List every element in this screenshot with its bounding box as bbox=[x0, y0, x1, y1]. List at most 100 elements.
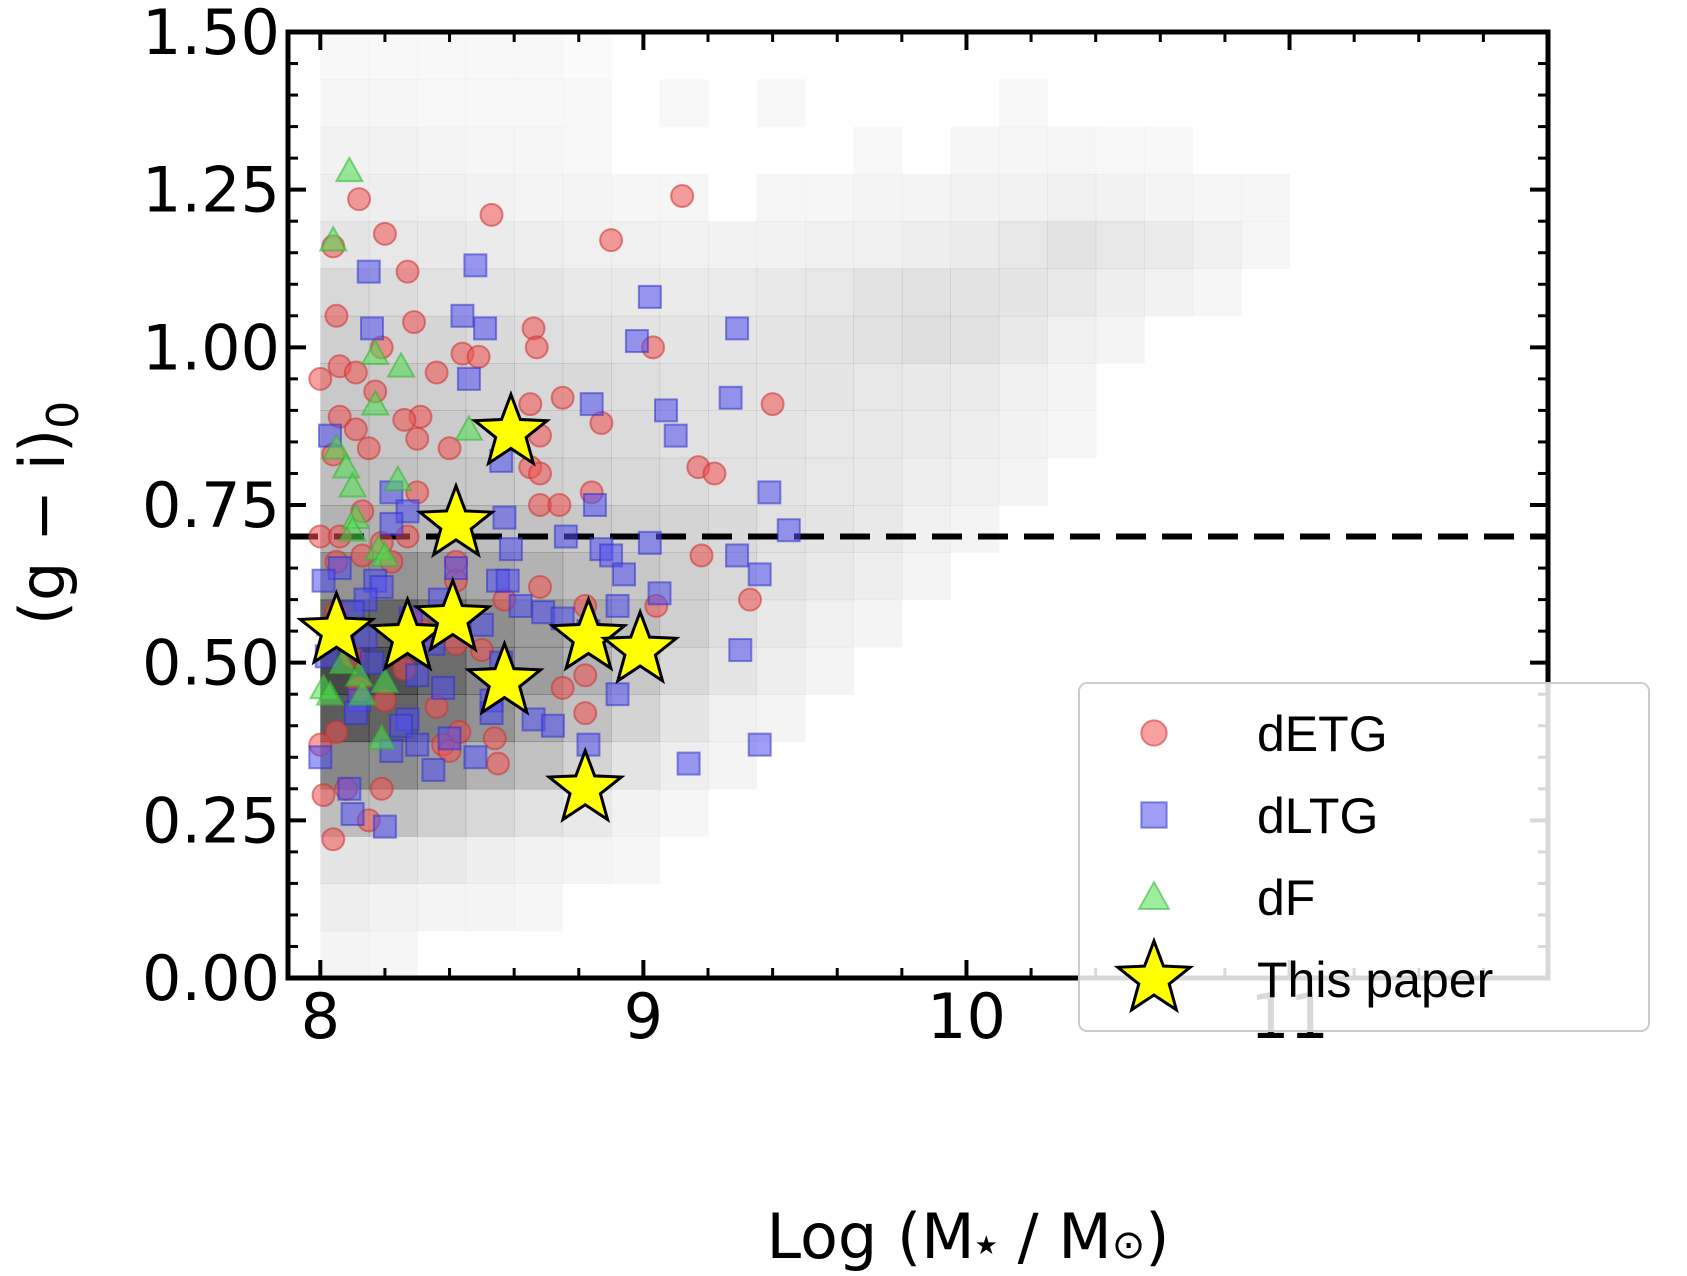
density-cell bbox=[417, 126, 467, 175]
circle-point bbox=[702, 461, 727, 486]
density-cell bbox=[950, 173, 1000, 222]
square-point bbox=[456, 366, 481, 391]
square-point bbox=[637, 284, 662, 309]
density-cell bbox=[998, 410, 1048, 459]
circle-point bbox=[405, 426, 430, 451]
density-cell bbox=[1095, 268, 1145, 317]
square-point bbox=[495, 568, 520, 593]
density-cell bbox=[950, 221, 1000, 270]
density-cell bbox=[611, 410, 661, 459]
triangle-point bbox=[383, 464, 413, 492]
density-cell bbox=[853, 268, 903, 317]
density-cell bbox=[514, 883, 563, 931]
density-cell bbox=[514, 221, 564, 270]
density-cell bbox=[804, 268, 854, 317]
legend-circle-icon bbox=[1140, 719, 1168, 747]
density-cell bbox=[998, 457, 1048, 506]
density-cell bbox=[901, 363, 951, 411]
square-point bbox=[605, 682, 630, 707]
density-cell bbox=[901, 173, 951, 222]
density-cell bbox=[901, 552, 951, 601]
density-cell bbox=[804, 410, 854, 459]
density-cell bbox=[562, 315, 612, 364]
density-cell bbox=[465, 836, 515, 884]
density-cell bbox=[466, 127, 515, 175]
density-cell bbox=[1047, 127, 1096, 175]
y-axis-title: (g − i)0 bbox=[6, 401, 89, 625]
density-cell bbox=[804, 315, 854, 364]
square-point bbox=[492, 505, 517, 530]
density-cell bbox=[853, 457, 903, 506]
square-point bbox=[776, 518, 801, 543]
triangle-point bbox=[337, 515, 368, 542]
density-cell bbox=[756, 174, 805, 222]
circle-point bbox=[424, 360, 449, 385]
density-cell bbox=[417, 221, 467, 270]
star-point bbox=[367, 595, 448, 672]
square-point bbox=[624, 329, 649, 354]
square-point bbox=[340, 802, 365, 827]
circle-point bbox=[528, 461, 552, 486]
density-cell bbox=[950, 268, 1000, 317]
circle-point bbox=[550, 385, 575, 410]
density-cell bbox=[1241, 174, 1290, 222]
legend-square-icon bbox=[1140, 801, 1168, 829]
y-tick-label: 1.25 bbox=[142, 154, 280, 227]
density-cell bbox=[1193, 269, 1242, 317]
density-cell bbox=[514, 268, 564, 317]
density-cell bbox=[562, 173, 612, 222]
density-cell bbox=[998, 173, 1048, 222]
y-tick-label: 0.75 bbox=[142, 469, 280, 542]
square-point bbox=[582, 493, 607, 517]
density-cell bbox=[659, 221, 709, 270]
circle-point bbox=[670, 183, 695, 208]
density-cell bbox=[465, 883, 515, 932]
density-cell bbox=[950, 457, 1000, 506]
density-cell bbox=[804, 505, 854, 553]
circle-point bbox=[547, 493, 572, 517]
square-point bbox=[444, 556, 468, 581]
density-cell bbox=[466, 32, 515, 80]
density-cell bbox=[1047, 315, 1097, 364]
density-cell bbox=[853, 173, 903, 222]
triangle-point bbox=[360, 389, 390, 416]
x-axis-title: Log (M★ / M⊙) bbox=[767, 1200, 1170, 1273]
square-point bbox=[540, 713, 565, 738]
circle-point bbox=[369, 776, 394, 801]
y-tick-label: 0.00 bbox=[142, 942, 280, 1015]
density-cell bbox=[804, 457, 854, 506]
circle-point bbox=[356, 436, 381, 461]
density-cell bbox=[660, 79, 709, 127]
triangle-point bbox=[386, 351, 416, 378]
legend-item-this-paper: This paper bbox=[1113, 936, 1493, 1014]
density-cell bbox=[563, 127, 612, 175]
square-point bbox=[356, 259, 381, 284]
square-point bbox=[437, 726, 462, 751]
density-cell bbox=[417, 788, 467, 837]
x-tick-label: 10 bbox=[927, 980, 1006, 1053]
legend-star-icon bbox=[1113, 936, 1195, 1014]
triangle-point bbox=[454, 414, 484, 441]
density-cell bbox=[320, 883, 370, 932]
density-cell bbox=[320, 32, 369, 80]
circle-point bbox=[528, 574, 552, 599]
density-cell bbox=[1047, 410, 1096, 458]
density-cell bbox=[611, 457, 661, 506]
density-cell bbox=[998, 315, 1048, 364]
y-tick-label: 0.25 bbox=[142, 784, 280, 857]
density-cell bbox=[950, 315, 1000, 364]
square-point bbox=[360, 316, 384, 341]
star-point bbox=[545, 746, 626, 823]
circle-point bbox=[469, 638, 494, 663]
circle-point bbox=[689, 543, 714, 568]
density-cell bbox=[1193, 174, 1242, 222]
density-cell bbox=[1144, 268, 1194, 317]
triangle-point bbox=[337, 471, 368, 498]
density-cell bbox=[853, 127, 902, 175]
density-cell bbox=[950, 505, 1000, 553]
density-cell bbox=[756, 599, 806, 648]
circle-point bbox=[324, 720, 349, 745]
star-point bbox=[412, 576, 493, 653]
y-tick-label: 1.00 bbox=[142, 311, 280, 384]
triangle-point bbox=[318, 225, 348, 252]
